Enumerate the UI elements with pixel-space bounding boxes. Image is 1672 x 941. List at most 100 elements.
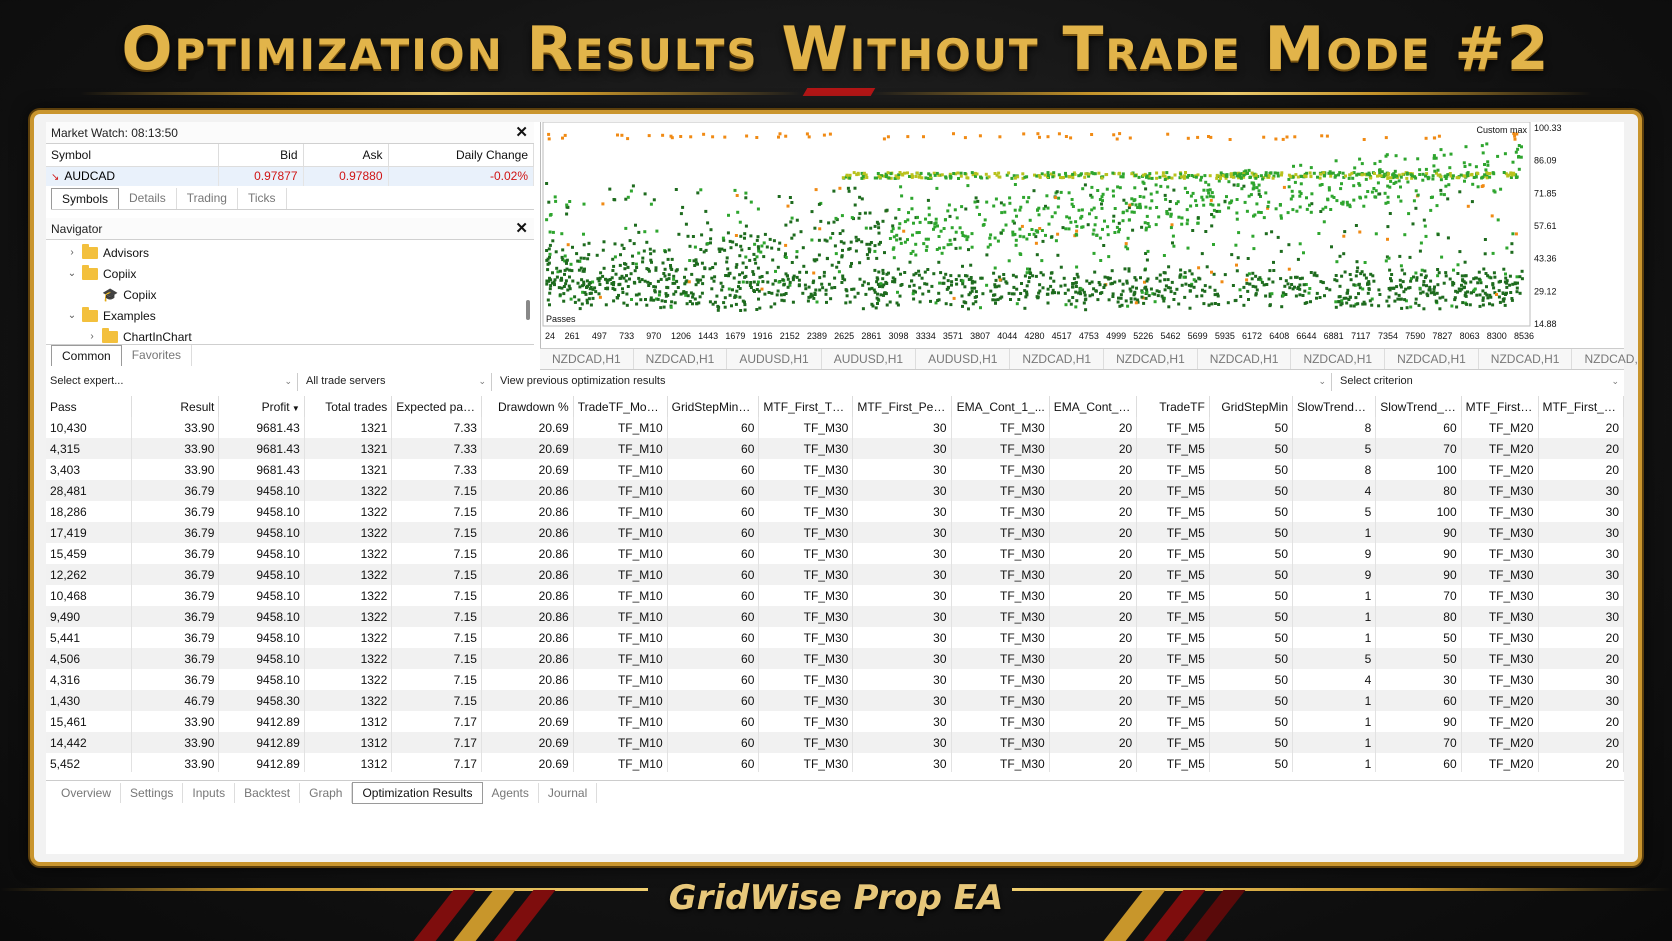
mw-col-daily-change[interactable]: Daily Change [388,144,534,167]
table-row[interactable]: 12,262 36.79 9458.10 1322 7.15 20.86 TF_M10 60 T… [46,564,1624,585]
scatter-point [1087,174,1091,178]
table-row[interactable]: 18,286 36.79 9458.10 1322 7.15 20.86 TF_M10 60 T… [46,501,1624,522]
chevron-down-icon[interactable]: ⌄ [67,310,77,321]
column-header[interactable]: TradeTF [1136,396,1210,417]
table-row[interactable]: 28,481 36.79 9458.10 1322 7.15 20.86 TF_M10 60 T… [46,480,1624,501]
market-watch-close-icon[interactable]: ✕ [515,124,528,141]
column-header[interactable]: EMA_Cont_1_... [1049,396,1138,417]
table-row[interactable]: 10,468 36.79 9458.10 1322 7.15 20.86 TF_M10 60 T… [46,585,1624,606]
navigator-close-icon[interactable]: ✕ [515,220,528,237]
column-header[interactable]: Profit ▼ [218,396,305,417]
table-row[interactable]: 17,419 36.79 9458.10 1322 7.15 20.86 TF_M10 60 T… [46,522,1624,543]
tab-favorites[interactable]: Favorites [122,345,193,366]
mw-col-symbol[interactable]: Symbol [46,144,219,167]
mw-row-audcad[interactable]: ↘ AUDCAD 0.97877 0.97880 -0.02% [46,166,534,186]
table-row[interactable]: 10,430 33.90 9681.43 1321 7.33 20.69 TF_M10 60 T… [46,417,1624,438]
previous-results-select[interactable]: View previous optimization results ⌄ [496,373,1332,391]
table-cell: 14,442 [46,732,132,753]
table-row[interactable]: 9,490 36.79 9458.10 1322 7.15 20.86 TF_M10 60 TF… [46,606,1624,627]
tab-symbols[interactable]: Symbols [51,188,120,209]
bottom-tab[interactable]: Graph [300,782,353,803]
table-row[interactable]: 4,506 36.79 9458.10 1322 7.15 20.86 TF_M10 60 TF… [46,648,1624,669]
tab-common[interactable]: Common [51,345,122,366]
scatter-point [1374,195,1378,199]
tree-item-chartinchart[interactable]: › ChartInChart [86,327,192,347]
column-header[interactable]: Pass [46,396,132,417]
table-cell: 9681.43 [218,417,305,438]
scatter-point [1131,285,1135,289]
column-header[interactable]: SlowTrend_Dr... [1292,396,1377,417]
table-row[interactable]: 1,430 46.79 9458.30 1322 7.15 20.86 TF_M10 60 TF… [46,690,1624,711]
symbol-tab[interactable]: AUDUSD,H1 [822,349,917,369]
symbol-tab[interactable]: AUDUSD,H1 [916,349,1011,369]
column-header[interactable]: EMA_Cont_1_... [951,396,1050,417]
symbol-tab[interactable]: NZDCAD,H1 [1010,349,1105,369]
criterion-select[interactable]: Select criterion ⌄ [1336,373,1624,391]
tab-details[interactable]: Details [119,188,177,209]
mw-col-ask[interactable]: Ask [303,144,389,167]
table-row[interactable]: 3,403 33.90 9681.43 1321 7.33 20.69 TF_M10 60 TF… [46,459,1624,480]
scatter-point [1041,286,1045,290]
symbol-tab[interactable]: NZDCAD,H1 [1572,349,1638,369]
table-row[interactable]: 4,315 33.90 9681.43 1321 7.33 20.69 TF_M10 60 TF… [46,438,1624,459]
scatter-point [1186,246,1190,250]
scatter-point [721,236,725,240]
bottom-tab[interactable]: Journal [539,782,598,803]
tree-item-advisors[interactable]: › Advisors [66,243,149,263]
scatter-point [1360,173,1364,177]
tab-ticks[interactable]: Ticks [238,188,287,209]
bottom-tab[interactable]: Inputs [183,782,236,803]
table-row[interactable]: 14,442 33.90 9412.89 1312 7.17 20.69 TF_M10 60 T… [46,732,1624,753]
symbol-tab[interactable]: NZDCAD,H1 [1104,349,1198,369]
chevron-down-icon: ⌄ [284,376,292,386]
column-header[interactable]: MTF_First_TFr... [758,396,854,417]
bottom-tab[interactable]: Optimization Results [352,781,483,804]
chevron-down-icon[interactable]: ⌄ [67,268,77,279]
column-header[interactable]: Drawdown % [481,396,574,417]
column-header[interactable]: GridStepMin [1209,396,1294,417]
column-header[interactable]: MTF_First_Peri... [1538,396,1624,417]
symbol-tab[interactable]: NZDCAD,H1 [540,349,634,369]
scatter-point [563,272,566,276]
column-header[interactable]: TradeTF_Mod... [573,396,668,417]
column-header[interactable]: Expected pay... [391,396,482,417]
column-header-label: MTF_First_Per... [857,399,947,414]
chevron-right-icon[interactable]: › [70,247,74,258]
scatter-point [1259,278,1263,282]
column-header[interactable]: SlowTrend_M... [1375,396,1462,417]
symbol-tab[interactable]: NZDCAD,H1 [1198,349,1292,369]
column-header[interactable]: Result [131,396,220,417]
column-header[interactable]: GridStepMin_... [667,396,760,417]
chevron-right-icon[interactable]: › [90,331,94,342]
table-cell: 36.79 [131,501,220,522]
column-header[interactable]: MTF_First_Per... [852,396,952,417]
table-row[interactable]: 4,316 36.79 9458.10 1322 7.15 20.86 TF_M10 60 TF… [46,669,1624,690]
table-row[interactable]: 5,452 33.90 9412.89 1312 7.17 20.69 TF_M10 60 TF… [46,753,1624,772]
symbol-tab[interactable]: NZDCAD,H1 [634,349,728,369]
table-row[interactable]: 5,441 36.79 9458.10 1322 7.15 20.86 TF_M10 60 TF… [46,627,1624,648]
tab-trading[interactable]: Trading [177,188,238,209]
scatter-point [1419,241,1423,245]
navigator-scrollbar[interactable] [526,300,530,320]
bottom-tab[interactable]: Overview [52,782,122,803]
symbol-tab[interactable]: NZDCAD,H1 [1479,349,1573,369]
tree-item-copiix-ea[interactable]: 🎓 Copiix [102,285,157,305]
column-header[interactable]: MTF_First_TF [1461,396,1539,417]
servers-select[interactable]: All trade servers ⌄ [302,373,492,391]
tree-item-examples[interactable]: ⌄ Examples [66,306,156,326]
tree-item-copiix-folder[interactable]: ⌄ Copiix [66,264,136,284]
table-row[interactable]: 15,459 36.79 9458.10 1322 7.15 20.86 TF_M10 60 T… [46,543,1624,564]
scatter-point [1437,134,1441,138]
bottom-tab[interactable]: Settings [121,782,184,803]
bottom-tab[interactable]: Agents [483,782,539,803]
table-cell: 5,452 [46,753,132,772]
column-header[interactable]: Total trades [304,396,393,417]
scatter-point [1449,152,1453,156]
bottom-tab[interactable]: Backtest [235,782,301,803]
symbol-tab[interactable]: NZDCAD,H1 [1385,349,1479,369]
expert-select[interactable]: Select expert... ⌄ [46,373,298,391]
symbol-tab[interactable]: AUDUSD,H1 [727,349,822,369]
mw-col-bid[interactable]: Bid [218,144,304,167]
symbol-tab[interactable]: NZDCAD,H1 [1291,349,1386,369]
table-row[interactable]: 15,461 33.90 9412.89 1312 7.17 20.69 TF_M10 60 T… [46,711,1624,732]
